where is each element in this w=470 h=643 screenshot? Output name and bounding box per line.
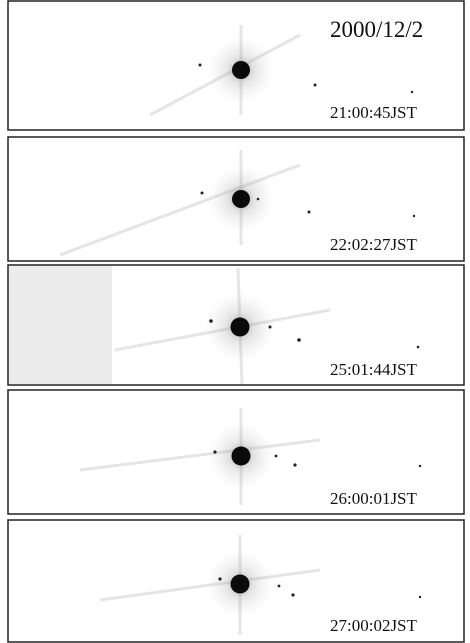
moon bbox=[218, 577, 221, 580]
time-label: 27:00:02JST bbox=[330, 616, 418, 635]
moon bbox=[411, 91, 413, 93]
moon bbox=[419, 465, 421, 467]
moon bbox=[308, 211, 311, 214]
page: 2000/12/2 21:00:45JST 22:02:27JST 25:01:… bbox=[0, 0, 470, 643]
moon bbox=[209, 319, 213, 323]
planet bbox=[232, 61, 250, 79]
planet bbox=[232, 447, 251, 466]
planet bbox=[232, 190, 250, 208]
time-label: 22:02:27JST bbox=[330, 235, 418, 254]
moon bbox=[297, 338, 301, 342]
moon bbox=[269, 326, 272, 329]
moon bbox=[413, 215, 415, 217]
frame-1: 2000/12/2 21:00:45JST bbox=[8, 1, 464, 130]
date-label: 2000/12/2 bbox=[330, 17, 423, 42]
time-label: 26:00:01JST bbox=[330, 489, 418, 508]
moon bbox=[291, 593, 294, 596]
shading bbox=[9, 266, 112, 384]
moon bbox=[199, 64, 202, 67]
moon bbox=[417, 346, 420, 349]
moon bbox=[257, 198, 260, 201]
time-label: 21:00:45JST bbox=[330, 103, 418, 122]
frame-5: 27:00:02JST bbox=[8, 520, 464, 642]
moon bbox=[314, 84, 317, 87]
moon bbox=[201, 192, 204, 195]
moon bbox=[275, 455, 278, 458]
moon bbox=[213, 450, 216, 453]
planet bbox=[231, 318, 250, 337]
frame-3: 25:01:44JST bbox=[8, 265, 464, 385]
planet bbox=[231, 575, 250, 594]
moon bbox=[278, 585, 281, 588]
moon bbox=[419, 596, 421, 598]
frame-2: 22:02:27JST bbox=[8, 137, 464, 261]
frame-4: 26:00:01JST bbox=[8, 390, 464, 514]
moon bbox=[293, 463, 296, 466]
time-label: 25:01:44JST bbox=[330, 360, 418, 379]
image-sequence: 2000/12/2 21:00:45JST 22:02:27JST 25:01:… bbox=[0, 0, 470, 643]
